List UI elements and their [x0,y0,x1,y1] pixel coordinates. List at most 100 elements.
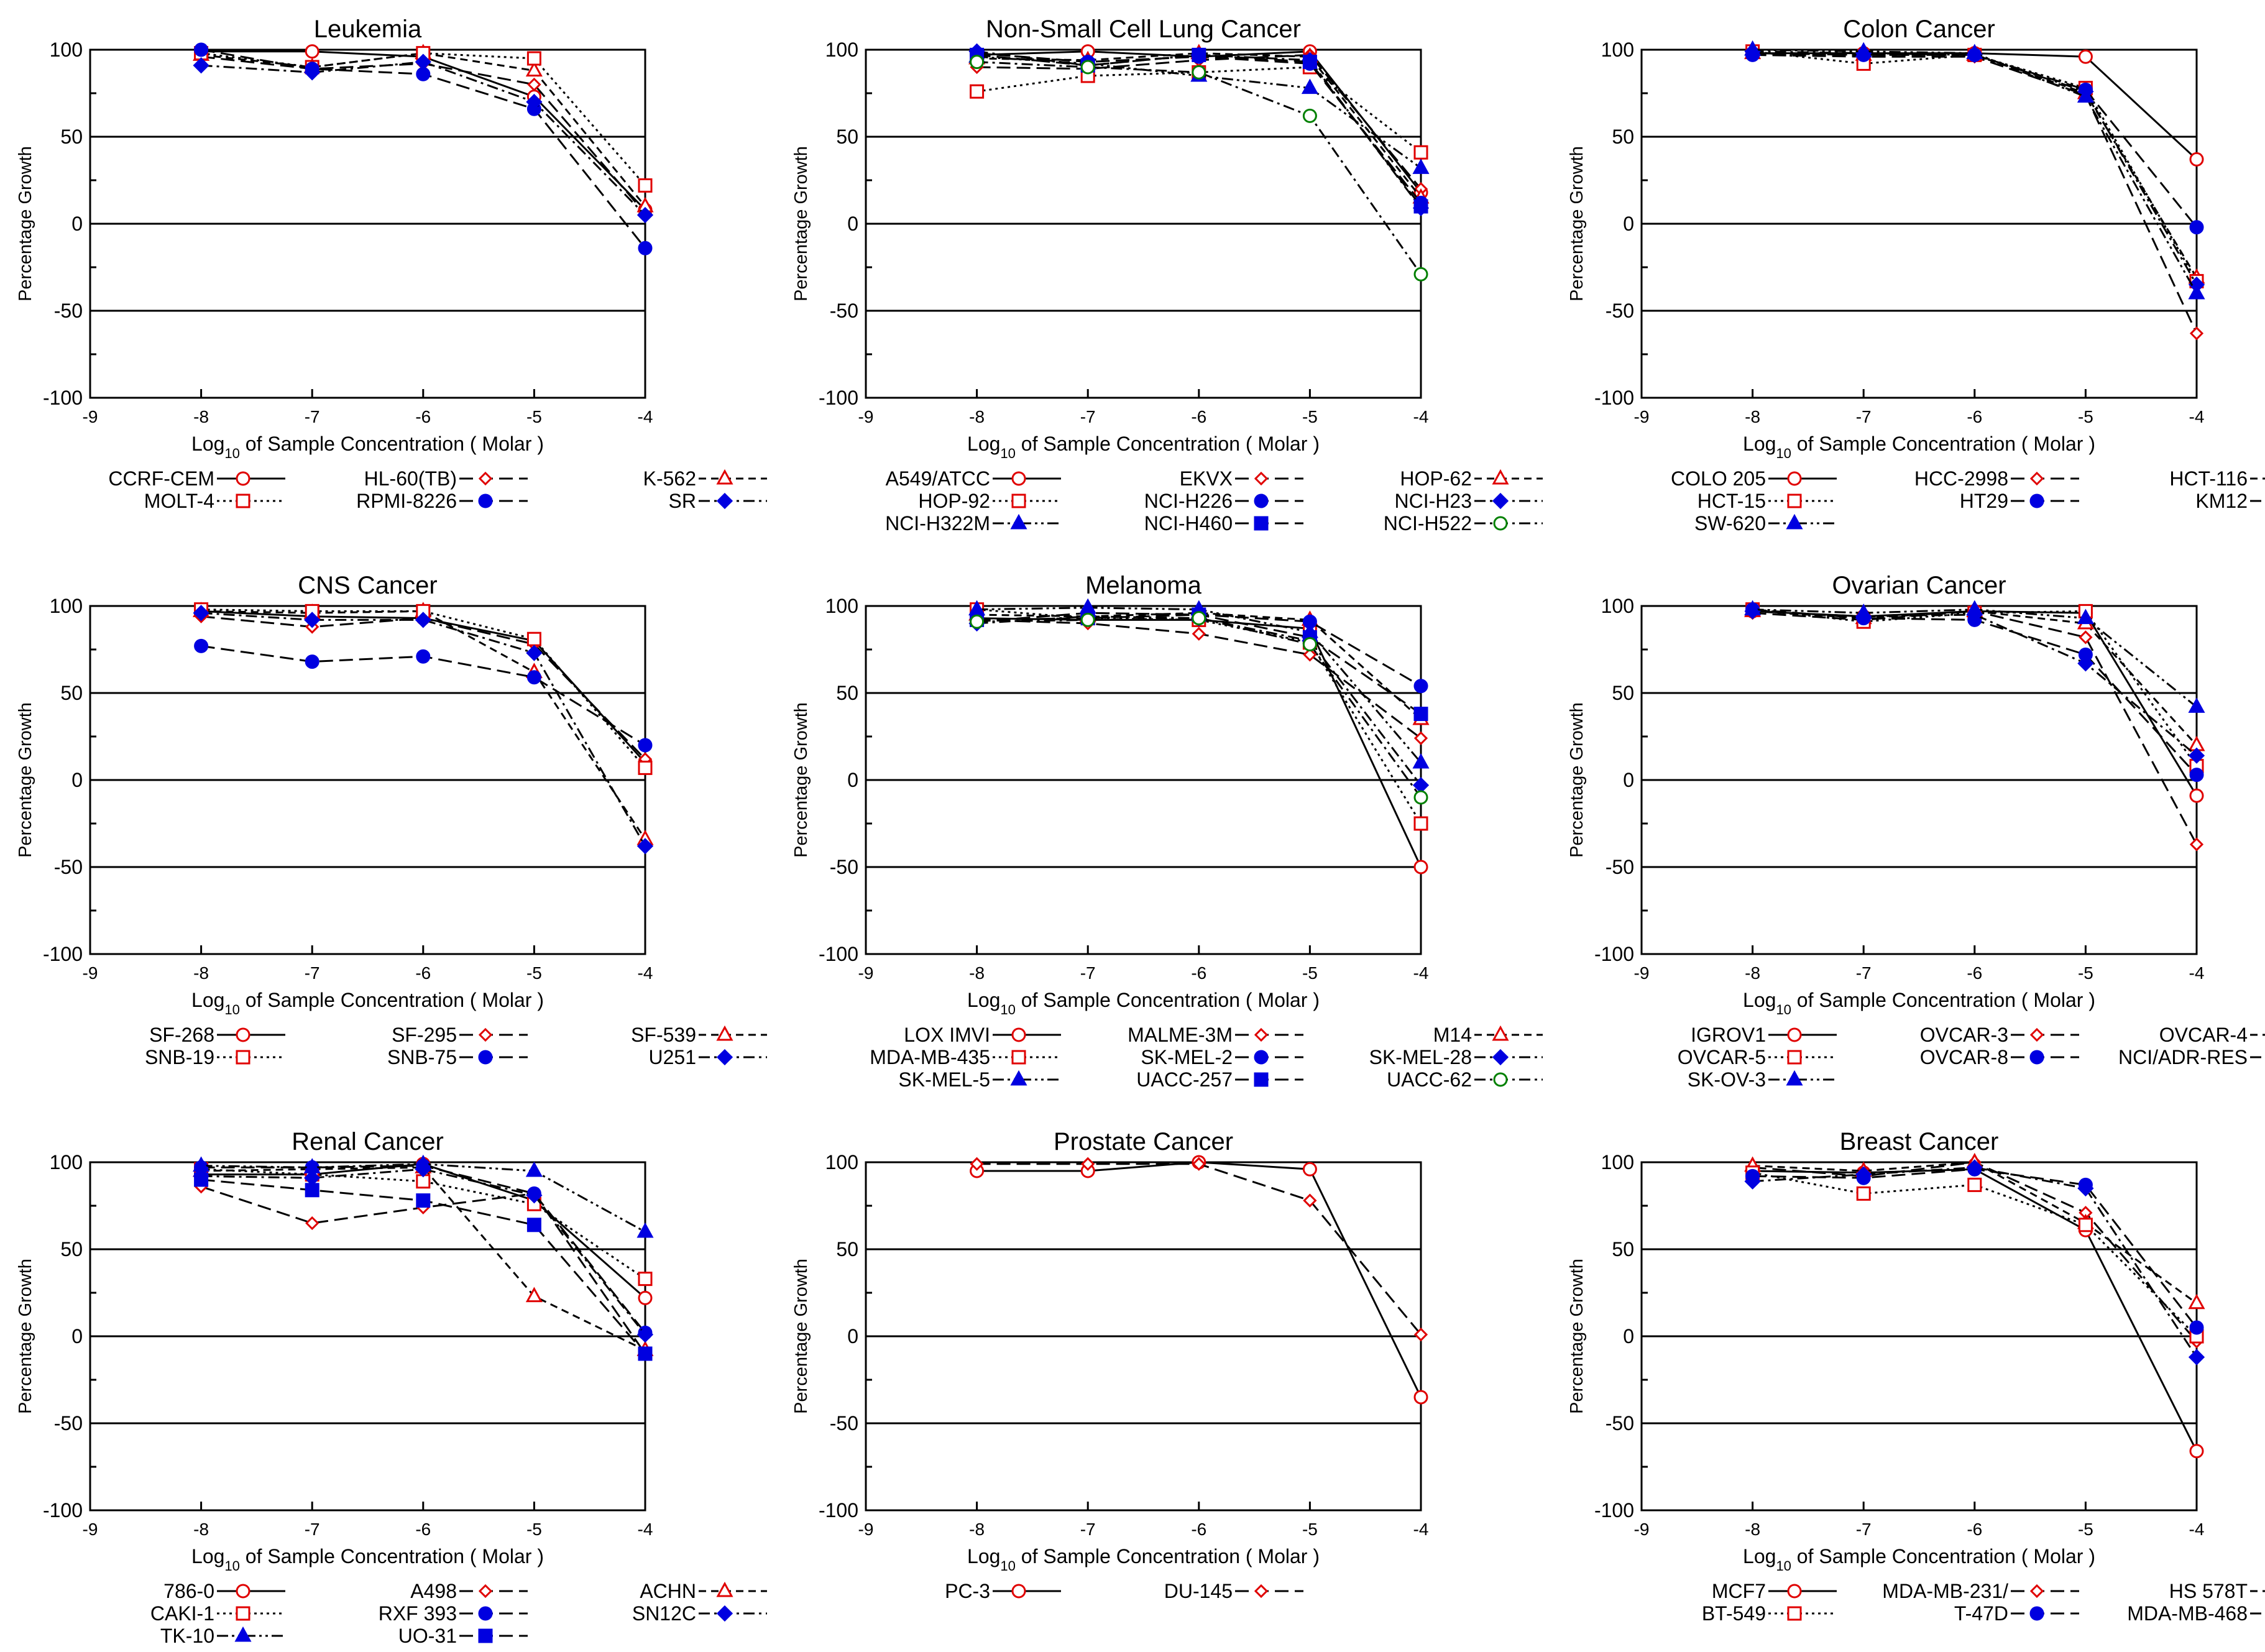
legend-entry: HCT-15 [1698,490,1837,512]
x-tick-label: -8 [1745,963,1760,983]
y-tick-label: 50 [60,682,83,704]
legend-label: T-47D [1954,1602,2008,1625]
data-point [1192,626,1206,641]
series-sn12c [193,1161,654,1343]
data-point [636,1326,654,1343]
y-tick-label: -100 [819,387,858,409]
legend-label: SF-268 [149,1024,214,1046]
series-snb-75 [194,638,653,753]
legend-label: U251 [649,1046,697,1068]
legend-entry: SW-620 [1694,512,1837,535]
data-point [970,84,985,99]
legend-marker [1787,1584,1802,1599]
series-hct-15 [1745,44,2204,288]
y-tick-label: 100 [1601,595,1634,617]
chart-melanoma: Melanoma 100 50 0 -50 -100-9 -8 -7 -6 -5 -4 Percent… [791,572,1543,1091]
legend-marker [1787,471,1802,486]
series-lox-imvi [970,611,1428,874]
legend-label: PC-3 [945,1580,990,1602]
x-tick-label: -8 [193,963,209,983]
x-tick-label: -9 [83,1520,98,1539]
data-point [970,614,985,629]
data-point [194,638,209,653]
series-snb-19 [194,602,653,775]
y-axis-label: Percentage Growth [16,146,35,301]
legend-label: LOX IMVI [904,1024,990,1046]
legend-label: OVCAR-8 [1920,1046,2008,1068]
x-axis-label-rest: of Sample Concentration ( Molar ) [1791,1545,2095,1567]
data-point [2188,1293,2205,1310]
data-point [1967,1177,1982,1192]
legend-marker [1786,1070,1803,1086]
legend-marker [1254,493,1269,508]
legend-label: SK-OV-3 [1688,1068,1766,1091]
data-point [2188,1349,2205,1365]
y-tick-label: 0 [71,769,83,791]
data-point [193,605,209,622]
legend-marker [716,1605,733,1622]
y-tick-label: -50 [1606,300,1634,322]
legend-entry: TK-10 [160,1625,285,1647]
legend-entry: SN12C [632,1602,767,1625]
y-axis-label: Percentage Growth [791,146,811,301]
chart-non-small-cell-lung-cancer: Non-Small Cell Lung Cancer100500-50-100-… [791,16,1543,535]
chart-title: Melanoma [1085,572,1202,599]
y-axis-label: Percentage Growth [791,1259,811,1414]
y-tick-label: 0 [847,213,858,235]
x-axis-label-log: Log [967,433,1000,455]
data-point [415,612,431,628]
x-axis-label: Log10 of Sample Concentration ( Molar ) [967,989,1320,1017]
legend-entry: NCI-H23 [1395,490,1543,512]
legend-label: SR [669,490,696,512]
legend-marker [1254,471,1269,486]
data-point [305,1216,319,1231]
x-tick-label: -5 [2078,1520,2093,1539]
data-point [416,649,431,664]
data-point [2189,326,2204,341]
data-point [526,631,541,646]
legend-marker [1787,493,1802,508]
y-tick-label: -50 [830,1412,858,1434]
chart-breast-cancer: Breast Cancer 100 50 0 -50 -100-9 -8 -7 -6 -5 -4 Pe… [1567,1128,2265,1625]
legend-label: MDA-MB-231/ [1882,1580,2008,1602]
legend-entry: CCRF-CEM [108,467,285,490]
legend-entry: SK-MEL-5 [898,1068,1061,1091]
x-axis-label: Log10 of Sample Concentration ( Molar ) [1743,989,2095,1017]
chart-cns-cancer: CNS Cancer 100 50 0 -50 -100-9 -8 -7 -6 -5 -4 Perce… [16,572,767,1068]
y-tick-label: 50 [1612,126,1634,148]
legend-marker [236,1027,250,1042]
series-line [1752,52,2198,278]
data-point [1081,1157,1095,1171]
y-tick-label: -50 [1606,1412,1634,1434]
y-axis-label: Percentage Growth [1567,1259,1587,1414]
x-axis-label-subscript: 10 [1000,446,1015,461]
series-colo-205 [1745,46,2204,167]
legend-entry: K-562 [643,467,767,490]
x-tick-label: -5 [526,1520,542,1539]
x-tick-label: -6 [1191,1520,1206,1539]
data-point [1413,731,1428,745]
y-axis-label: Percentage Growth [791,702,811,858]
x-tick-label: -8 [193,407,209,426]
x-axis-label-rest: of Sample Concentration ( Molar ) [1016,989,1320,1011]
x-axis-label: Log10 of Sample Concentration ( Molar ) [191,1545,544,1574]
legend-label: K-562 [643,467,696,490]
series-line [201,1168,646,1336]
x-axis-label: Log10 of Sample Concentration ( Molar ) [191,433,544,461]
x-tick-label: -4 [2189,1520,2205,1539]
legend-entry: SK-OV-3 [1688,1068,1837,1091]
x-tick-label: -9 [1634,963,1650,983]
legend-entry: MDA-MB-435 [870,1046,1061,1068]
legend-entry: NCI-H460 [1144,512,1303,535]
x-axis-label: Log10 of Sample Concentration ( Molar ) [967,1545,1320,1574]
legend-entry: KM12 [2195,490,2265,512]
x-tick-label: -8 [1745,407,1760,426]
data-point [2079,630,2093,645]
series-u251 [193,605,654,855]
legend-entry: HOP-62 [1400,467,1543,490]
legend-entry: RXF 393 [379,1602,528,1625]
legend-marker [1786,513,1803,530]
data-point [1412,158,1430,174]
legend-entry: SNB-75 [387,1046,528,1068]
y-tick-label: -50 [1606,856,1634,878]
